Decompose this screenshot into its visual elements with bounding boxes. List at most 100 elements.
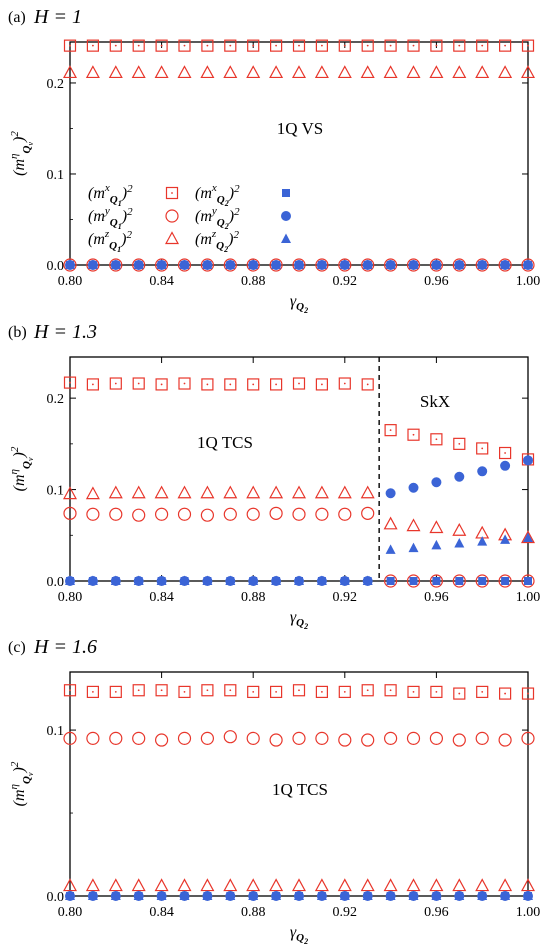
data-point bbox=[408, 482, 419, 493]
data-point bbox=[246, 731, 260, 745]
data-point-dot bbox=[114, 382, 117, 385]
data-point bbox=[362, 575, 373, 585]
x-tick-label: 0.80 bbox=[58, 274, 83, 289]
data-point bbox=[429, 731, 443, 745]
series-circle-open bbox=[63, 730, 535, 747]
series-triangle-open bbox=[62, 65, 536, 79]
data-point bbox=[87, 890, 98, 900]
data-point-dot bbox=[206, 689, 209, 692]
legend-marker bbox=[164, 231, 180, 245]
data-point bbox=[500, 890, 511, 900]
data-point bbox=[246, 485, 261, 499]
legend-marker bbox=[165, 209, 179, 223]
data-point bbox=[178, 685, 191, 699]
data-point bbox=[475, 731, 489, 745]
x-tick-label: 0.96 bbox=[424, 590, 449, 605]
y-tick-label: 0.1 bbox=[47, 168, 65, 183]
data-point bbox=[339, 259, 350, 269]
data-point bbox=[62, 65, 78, 79]
data-point bbox=[223, 65, 238, 79]
data-point bbox=[337, 485, 352, 499]
data-point bbox=[477, 466, 488, 477]
data-point bbox=[521, 731, 535, 745]
data-point bbox=[523, 532, 533, 543]
x-axis-label: γQ2 bbox=[290, 293, 308, 315]
data-point bbox=[200, 258, 214, 272]
data-point bbox=[202, 259, 213, 269]
legend-label: (myQ1)2 bbox=[88, 205, 133, 231]
data-point bbox=[224, 378, 237, 391]
data-point-dot bbox=[229, 383, 232, 386]
data-point bbox=[85, 486, 100, 500]
data-point bbox=[362, 890, 373, 900]
data-point bbox=[223, 878, 238, 892]
x-tick-label: 1.00 bbox=[516, 590, 541, 605]
legend-label: (mzQ1)2 bbox=[88, 228, 132, 254]
data-point bbox=[476, 685, 489, 699]
data-point-dot bbox=[412, 44, 415, 47]
data-point bbox=[338, 507, 352, 521]
data-point bbox=[247, 378, 260, 391]
data-point bbox=[452, 258, 466, 272]
data-point bbox=[179, 259, 190, 269]
data-point-dot bbox=[275, 691, 277, 693]
x-tick-label: 0.84 bbox=[149, 274, 174, 289]
data-point bbox=[155, 507, 169, 521]
data-point bbox=[155, 258, 169, 272]
data-point bbox=[269, 258, 283, 272]
data-point-dot bbox=[527, 692, 529, 695]
data-point-dot bbox=[389, 44, 392, 47]
data-point bbox=[452, 522, 467, 536]
data-point-dot bbox=[504, 692, 506, 695]
data-point bbox=[383, 65, 398, 79]
data-point bbox=[361, 378, 374, 391]
x-tick-label: 0.88 bbox=[241, 274, 266, 289]
legend-marker bbox=[281, 233, 291, 243]
y-axis-label: (mηQν)2 bbox=[8, 446, 35, 491]
chart-panel-b: (b) H = 1.3 0.80 0.84 0.88 0.92 0.96 1.00 0.0 0.1… bbox=[8, 321, 540, 631]
data-point bbox=[315, 258, 329, 272]
data-point bbox=[177, 65, 192, 79]
data-point-dot bbox=[114, 691, 117, 693]
data-point bbox=[223, 507, 237, 521]
y-tick-label: 0.0 bbox=[47, 259, 65, 274]
data-point bbox=[63, 376, 77, 389]
data-point bbox=[132, 731, 146, 745]
data-point-dot bbox=[481, 447, 484, 450]
data-point bbox=[521, 574, 535, 588]
data-point bbox=[156, 890, 167, 900]
data-point bbox=[475, 258, 489, 272]
y-tick-label: 0.0 bbox=[47, 890, 65, 905]
field-label: H = 1.6 bbox=[33, 636, 97, 658]
legend: (mxQ1)2 (mxQ2)2 (myQ1)2 (myQ2)2 (mzQ1)2 (mzQ2… bbox=[88, 182, 291, 254]
data-point bbox=[406, 518, 421, 532]
series-triangle-open bbox=[62, 878, 536, 892]
data-point bbox=[430, 433, 443, 446]
data-point bbox=[362, 259, 373, 269]
data-point bbox=[384, 258, 398, 272]
data-point bbox=[223, 258, 237, 272]
x-tick-label: 0.92 bbox=[333, 590, 358, 605]
y-tick-label: 0.1 bbox=[47, 484, 65, 499]
data-point bbox=[225, 259, 236, 269]
data-point bbox=[65, 890, 75, 900]
data-point bbox=[154, 485, 169, 499]
series-circle-open bbox=[63, 506, 535, 588]
data-point bbox=[431, 259, 442, 269]
data-point bbox=[202, 890, 213, 900]
panel-label: (c) bbox=[8, 639, 26, 656]
data-point bbox=[384, 39, 397, 52]
y-tick-label: 0.0 bbox=[47, 575, 65, 590]
data-point bbox=[154, 65, 169, 79]
data-point-dot bbox=[137, 44, 140, 47]
data-point bbox=[131, 878, 146, 892]
y-tick-label: 0.1 bbox=[47, 724, 65, 739]
x-tick-label: 0.88 bbox=[241, 590, 266, 605]
data-point bbox=[500, 259, 511, 269]
data-point bbox=[384, 731, 398, 745]
data-point bbox=[476, 39, 489, 52]
data-point bbox=[87, 575, 98, 585]
data-point bbox=[475, 574, 489, 588]
data-point bbox=[408, 890, 419, 900]
data-point bbox=[338, 258, 352, 272]
